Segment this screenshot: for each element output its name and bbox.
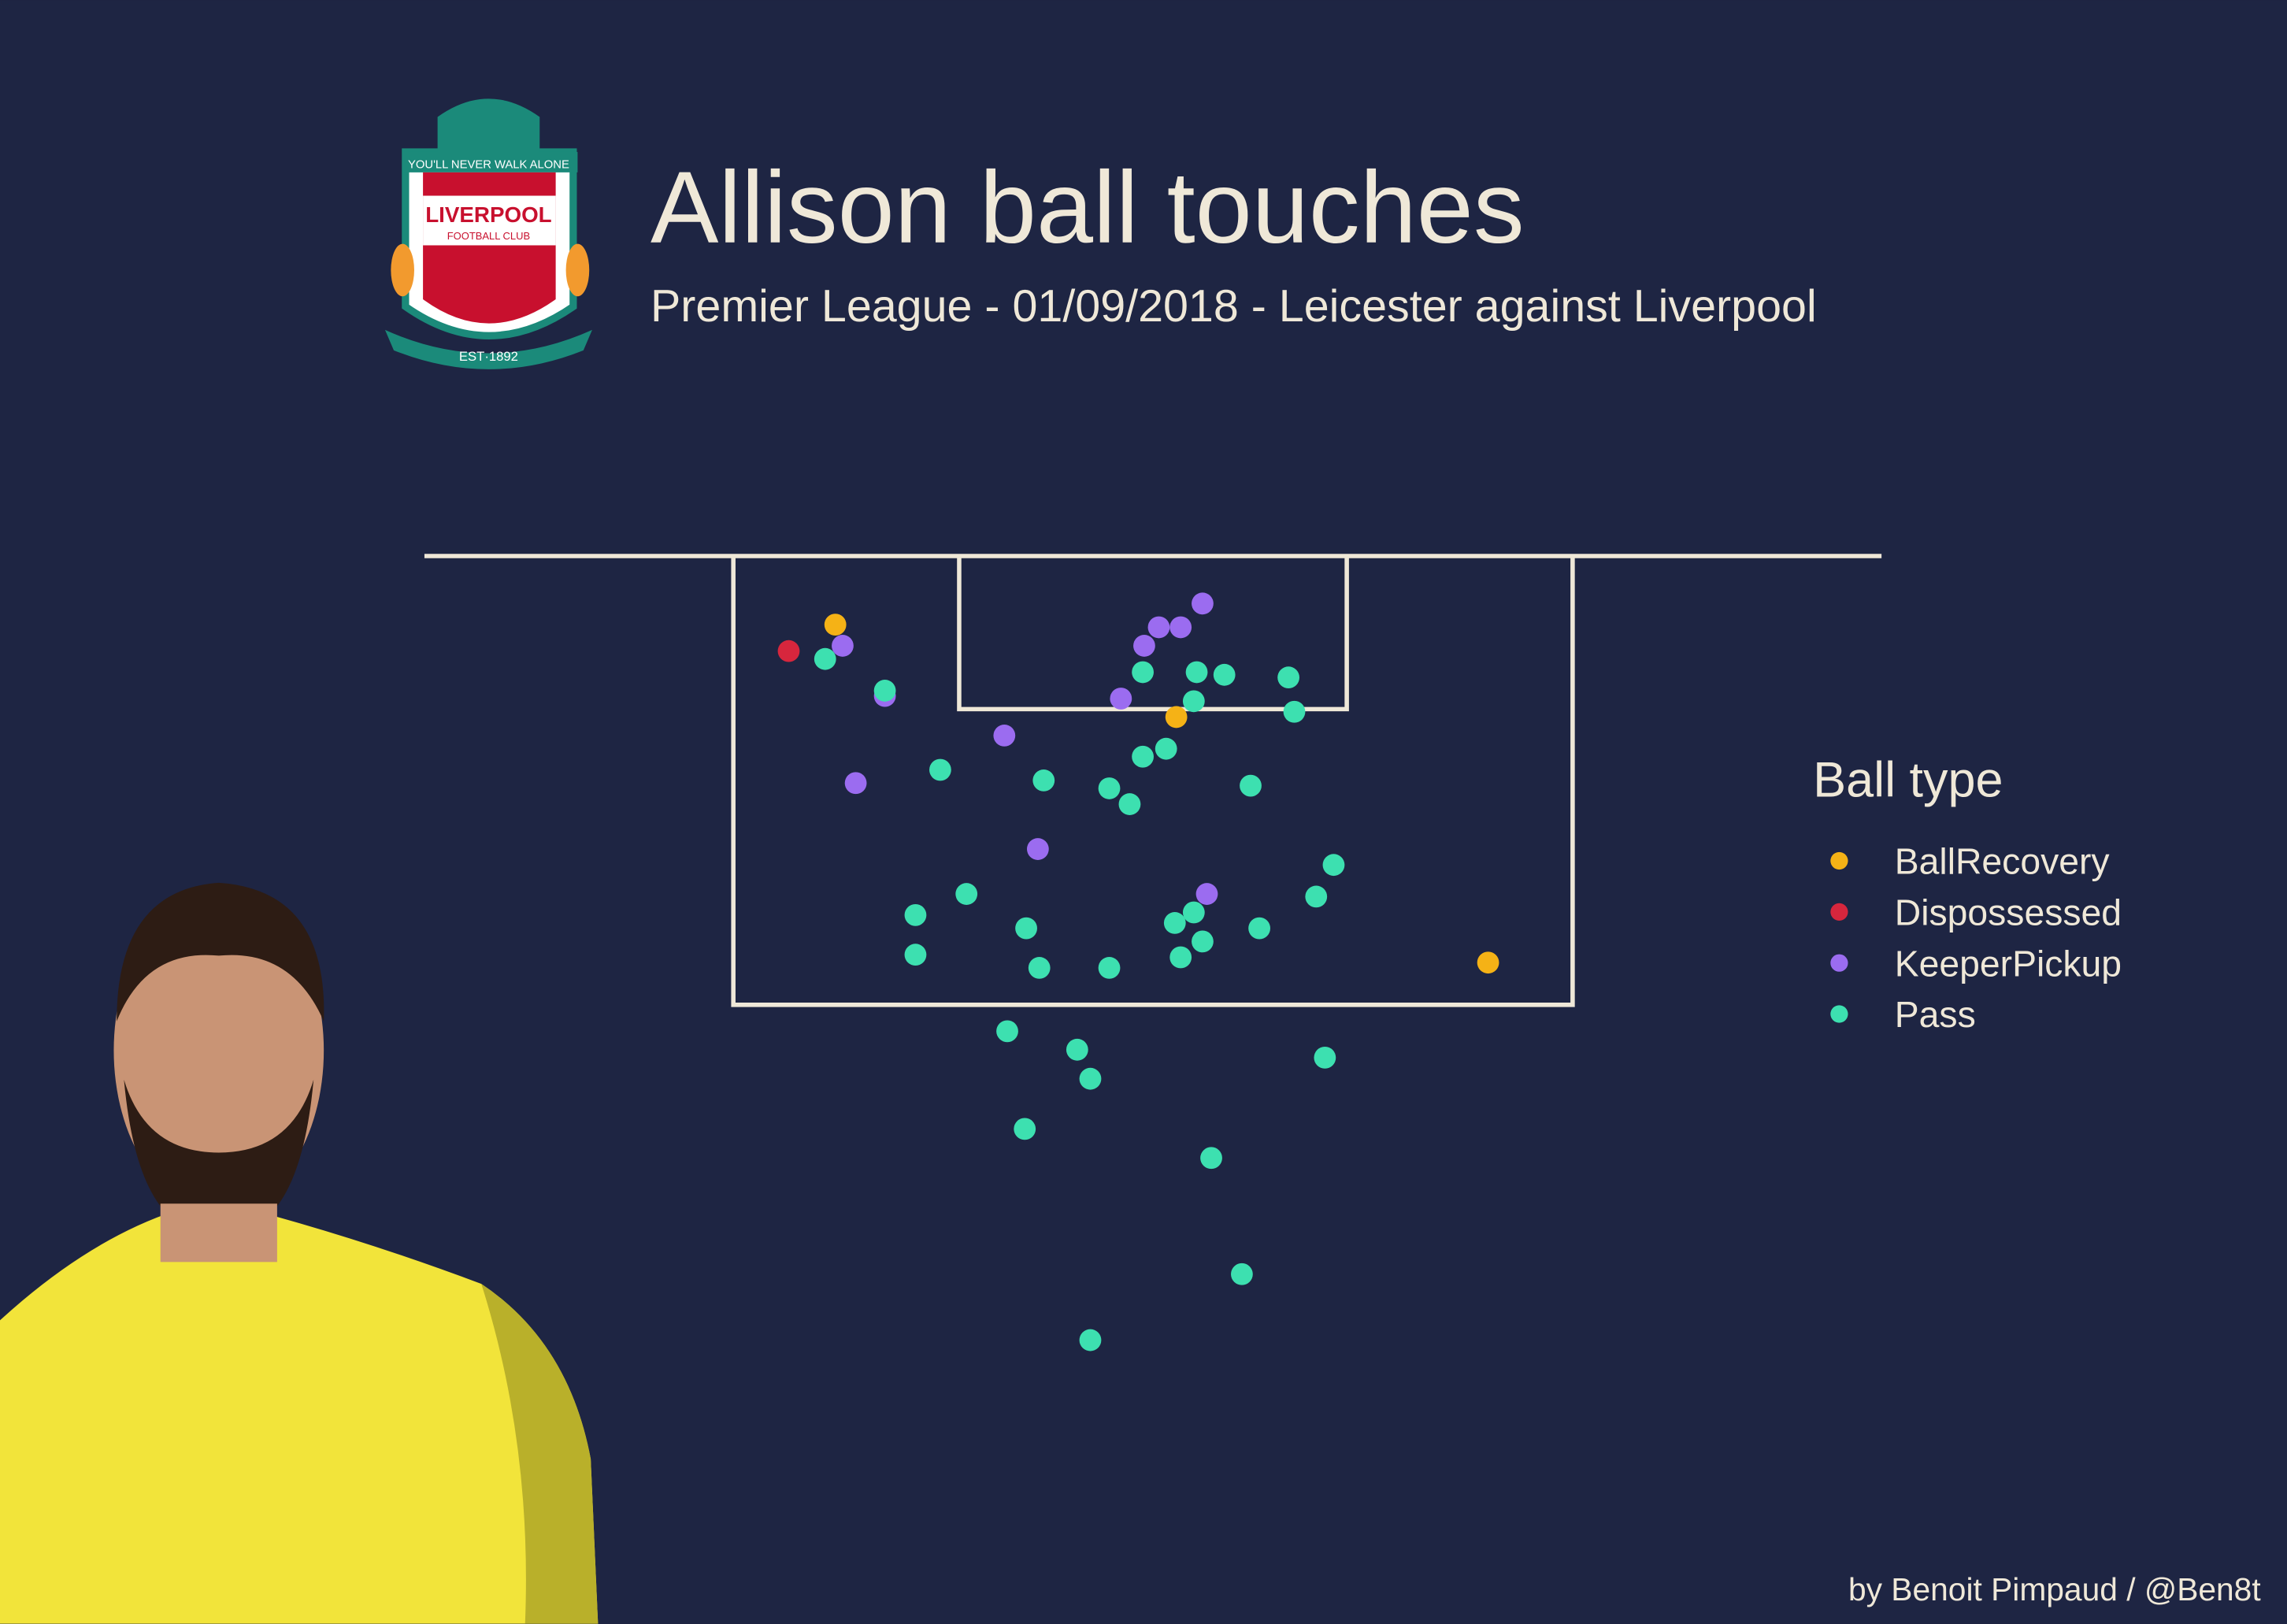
legend-label: BallRecovery: [1895, 841, 2111, 882]
point: [1192, 930, 1214, 953]
player-sleeve: [481, 1284, 599, 1624]
logo-flame: [565, 243, 590, 297]
point: [1283, 700, 1306, 723]
logo-flame: [391, 243, 414, 297]
legend-label: Dispossessed: [1895, 892, 2122, 933]
point: [1195, 883, 1218, 905]
point: [1240, 774, 1262, 797]
logo-sub: FOOTBALL CLUB: [447, 230, 530, 242]
chart-subtitle: Premier League - 01/09/2018 - Leicester …: [651, 281, 1817, 332]
logo-gate: [437, 98, 540, 152]
player-head: [113, 890, 324, 1211]
point: [1147, 616, 1170, 639]
logo-inner: [423, 172, 556, 324]
point: [1314, 1046, 1336, 1069]
legend-label: KeeperPickup: [1895, 943, 2122, 984]
credit: by Benoit Pimpaud / @Ben8t: [1848, 1571, 2261, 1607]
legend: Ball type BallRecovery Dispossessed Keeper…: [1813, 753, 2122, 1036]
point: [1248, 917, 1270, 940]
logo-banner: [402, 151, 578, 172]
point: [1192, 592, 1214, 615]
point: [1098, 777, 1121, 799]
point: [1182, 690, 1205, 713]
penalty-box: [731, 555, 1575, 1007]
player-neck: [160, 1203, 277, 1262]
pitch: [424, 554, 1882, 1007]
point: [1015, 917, 1037, 940]
points: [777, 592, 1499, 1351]
point: [1322, 854, 1345, 877]
point: [1169, 616, 1192, 639]
point: [1277, 666, 1299, 689]
point: [832, 635, 854, 657]
club-logo: YOU'LL NEVER WALK ALONE LIVERPOOL FOOTBA…: [384, 98, 592, 369]
point: [1014, 1118, 1036, 1140]
logo-club: LIVERPOOL: [425, 202, 551, 227]
chart-title: Allison ball touches: [651, 151, 1525, 265]
point: [1079, 1329, 1102, 1351]
logo-motto: YOU'LL NEVER WALK ALONE: [408, 158, 569, 171]
point: [904, 944, 927, 966]
point: [1133, 635, 1155, 657]
point: [955, 883, 978, 905]
point: [1132, 745, 1154, 768]
point: [1098, 957, 1121, 979]
legend-marker: [1830, 903, 1848, 921]
six-yard-box: [957, 555, 1349, 712]
point: [1182, 901, 1205, 924]
point: [873, 680, 896, 702]
point: [777, 640, 800, 662]
legend-marker: [1830, 851, 1848, 870]
logo-est: EST·1892: [459, 349, 518, 364]
player-shirt: [0, 1211, 599, 1624]
player-beard: [124, 1079, 314, 1233]
point: [929, 758, 951, 781]
point: [996, 1020, 1018, 1043]
point: [1028, 957, 1051, 979]
logo-ribbon: [384, 329, 592, 369]
point: [1305, 885, 1328, 908]
point: [1118, 793, 1141, 815]
point: [1155, 737, 1177, 760]
point: [1079, 1067, 1102, 1090]
point: [1026, 838, 1049, 860]
point: [1200, 1147, 1222, 1170]
point: [1213, 663, 1236, 686]
point: [1231, 1262, 1253, 1285]
legend-title: Ball type: [1813, 753, 2003, 808]
point: [814, 647, 836, 670]
point: [824, 614, 847, 636]
legend-marker: [1830, 1005, 1848, 1023]
point: [1132, 661, 1154, 684]
player-photo: [0, 882, 599, 1624]
point: [904, 903, 927, 926]
player-hair: [117, 882, 324, 1021]
point: [993, 725, 1016, 747]
legend-marker: [1830, 954, 1848, 972]
point: [844, 772, 867, 795]
point: [1165, 706, 1188, 729]
logo-name-plate: [423, 195, 556, 246]
point: [1169, 946, 1192, 969]
point: [1066, 1038, 1088, 1061]
legend-label: Pass: [1895, 994, 1976, 1035]
point: [1163, 912, 1186, 934]
point: [1110, 688, 1132, 710]
point: [1185, 661, 1208, 684]
point: [1032, 769, 1055, 792]
point: [1477, 951, 1499, 974]
